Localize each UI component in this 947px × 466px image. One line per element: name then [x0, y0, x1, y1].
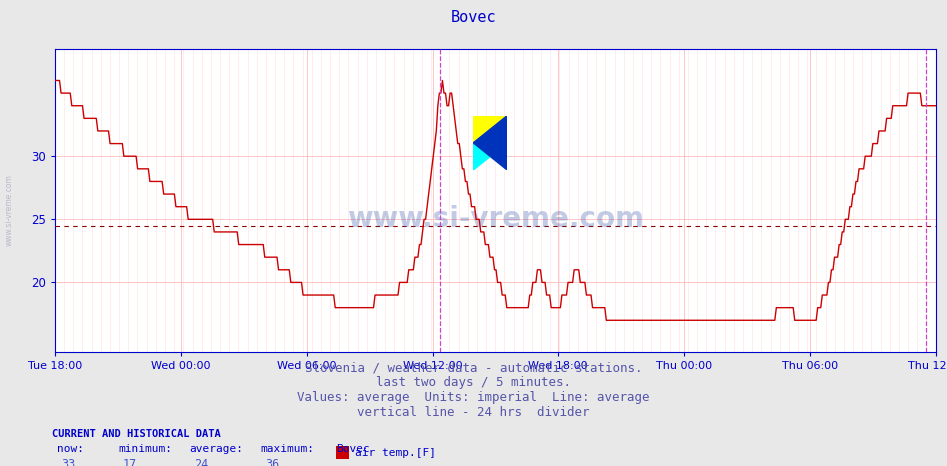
Text: www.si-vreme.com: www.si-vreme.com — [5, 174, 14, 246]
Text: Bovec: Bovec — [451, 10, 496, 25]
Polygon shape — [474, 143, 508, 170]
Text: vertical line - 24 hrs  divider: vertical line - 24 hrs divider — [357, 406, 590, 419]
Text: www.si-vreme.com: www.si-vreme.com — [347, 205, 644, 233]
Text: air temp.[F]: air temp.[F] — [355, 448, 437, 458]
Text: Slovenia / weather data - automatic stations.: Slovenia / weather data - automatic stat… — [305, 361, 642, 374]
Text: 36: 36 — [265, 458, 279, 466]
Text: minimum:: minimum: — [118, 444, 172, 453]
Text: CURRENT AND HISTORICAL DATA: CURRENT AND HISTORICAL DATA — [52, 429, 221, 439]
Polygon shape — [474, 116, 508, 143]
Text: 17: 17 — [123, 458, 137, 466]
Text: Values: average  Units: imperial  Line: average: Values: average Units: imperial Line: av… — [297, 391, 650, 404]
Text: maximum:: maximum: — [260, 444, 314, 453]
Text: last two days / 5 minutes.: last two days / 5 minutes. — [376, 376, 571, 389]
Text: 33: 33 — [62, 458, 76, 466]
Text: Bovec: Bovec — [336, 444, 370, 453]
Text: 24: 24 — [194, 458, 208, 466]
Text: now:: now: — [57, 444, 84, 453]
Text: average:: average: — [189, 444, 243, 453]
Polygon shape — [474, 116, 508, 170]
